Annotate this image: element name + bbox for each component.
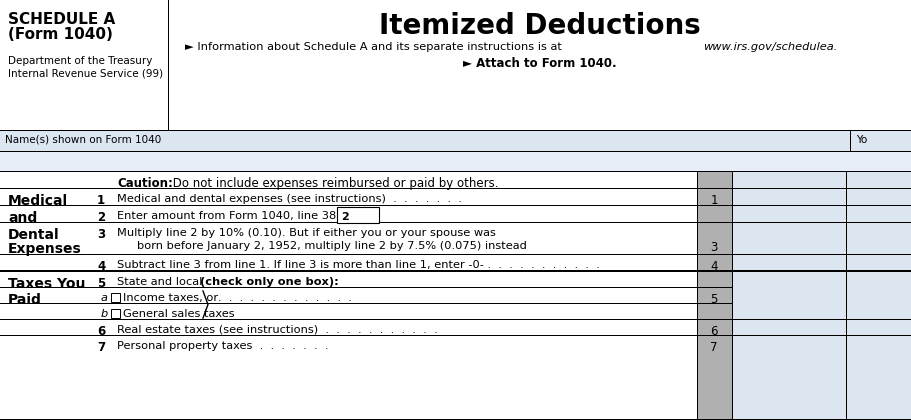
Text: Department of the Treasury: Department of the Treasury bbox=[8, 56, 152, 66]
Bar bbox=[111, 309, 120, 318]
Bar bbox=[0, 303, 732, 304]
Text: Dental: Dental bbox=[8, 228, 59, 242]
Text: www.irs.gov/schedulea.: www.irs.gov/schedulea. bbox=[702, 42, 836, 52]
Bar bbox=[0, 129, 911, 131]
Text: Yo: Yo bbox=[855, 135, 866, 145]
Text: Internal Revenue Service (99): Internal Revenue Service (99) bbox=[8, 68, 163, 78]
Text: (Form 1040): (Form 1040) bbox=[8, 27, 113, 42]
Text: Medical: Medical bbox=[8, 194, 68, 208]
Text: Personal property taxes  .  .  .  .  .  .  .: Personal property taxes . . . . . . . bbox=[117, 341, 328, 351]
Bar bbox=[0, 172, 696, 420]
Bar bbox=[337, 207, 379, 223]
Text: b: b bbox=[101, 309, 108, 319]
Text: (check only one box):: (check only one box): bbox=[200, 277, 338, 287]
Text: State and local: State and local bbox=[117, 277, 206, 287]
Text: Medical and dental expenses (see instructions)  .  .  .  .  .  .  .: Medical and dental expenses (see instruc… bbox=[117, 194, 462, 204]
Text: Caution:: Caution: bbox=[117, 177, 173, 190]
Text: .  .  .  .  .  .  .  .  .  .  .  .  .  .: . . . . . . . . . . . . . . bbox=[207, 293, 352, 303]
Text: Multiply line 2 by 10% (0.10). But if either you or your spouse was: Multiply line 2 by 10% (0.10). But if ei… bbox=[117, 228, 496, 238]
Bar bbox=[0, 0, 911, 130]
Text: 7: 7 bbox=[710, 341, 717, 354]
Bar bbox=[0, 287, 732, 288]
Bar bbox=[845, 172, 911, 420]
Text: 6: 6 bbox=[97, 325, 105, 338]
Bar bbox=[732, 172, 845, 420]
Text: 7: 7 bbox=[97, 341, 105, 354]
Text: and: and bbox=[8, 211, 37, 225]
Bar bbox=[168, 0, 169, 130]
Text: Paid: Paid bbox=[8, 293, 42, 307]
Text: 3: 3 bbox=[97, 228, 105, 241]
Bar bbox=[0, 171, 911, 172]
Text: Enter amount from Form 1040, line 38: Enter amount from Form 1040, line 38 bbox=[117, 211, 336, 221]
Bar bbox=[849, 130, 851, 152]
Bar bbox=[0, 419, 911, 420]
Text: born before January 2, 1952, multiply line 2 by 7.5% (0.075) instead: born before January 2, 1952, multiply li… bbox=[137, 241, 527, 251]
Text: 5: 5 bbox=[710, 293, 717, 306]
Bar bbox=[0, 270, 911, 272]
Text: 2: 2 bbox=[97, 211, 105, 224]
Text: 6: 6 bbox=[710, 325, 717, 338]
Bar bbox=[0, 335, 911, 336]
Text: 5: 5 bbox=[97, 277, 105, 290]
Text: General sales taxes: General sales taxes bbox=[123, 309, 234, 319]
Text: 1: 1 bbox=[97, 194, 105, 207]
Bar bbox=[0, 152, 911, 172]
Text: ► Attach to Form 1040.: ► Attach to Form 1040. bbox=[463, 57, 616, 70]
Text: 4: 4 bbox=[97, 260, 105, 273]
Bar bbox=[0, 254, 911, 255]
Bar bbox=[0, 130, 911, 152]
Text: Expenses: Expenses bbox=[8, 242, 82, 256]
Bar bbox=[845, 172, 846, 420]
Text: Do not include expenses reimbursed or paid by others.: Do not include expenses reimbursed or pa… bbox=[169, 177, 498, 190]
Text: Real estate taxes (see instructions)  .  .  .  .  .  .  .  .  .  .  .: Real estate taxes (see instructions) . .… bbox=[117, 325, 437, 335]
Bar bbox=[696, 172, 698, 420]
Bar bbox=[910, 172, 911, 420]
Text: 4: 4 bbox=[710, 260, 717, 273]
Text: Taxes You: Taxes You bbox=[8, 277, 86, 291]
Bar bbox=[0, 205, 911, 206]
Text: 1: 1 bbox=[710, 194, 717, 207]
Text: Subtract line 3 from line 1. If line 3 is more than line 1, enter -0- .  .  .  .: Subtract line 3 from line 1. If line 3 i… bbox=[117, 260, 599, 270]
Text: 3: 3 bbox=[710, 241, 717, 254]
Bar bbox=[0, 222, 911, 223]
Text: ► Information about Schedule A and its separate instructions is at: ► Information about Schedule A and its s… bbox=[185, 42, 565, 52]
Bar bbox=[0, 150, 911, 152]
Bar bbox=[0, 188, 911, 189]
Text: Itemized Deductions: Itemized Deductions bbox=[379, 12, 701, 40]
Bar bbox=[111, 293, 120, 302]
Text: Name(s) shown on Form 1040: Name(s) shown on Form 1040 bbox=[5, 135, 161, 145]
Bar bbox=[0, 319, 911, 320]
Text: a: a bbox=[101, 293, 107, 303]
Text: 2: 2 bbox=[341, 212, 348, 222]
Text: SCHEDULE A: SCHEDULE A bbox=[8, 12, 115, 27]
Text: Income taxes, or: Income taxes, or bbox=[123, 293, 218, 303]
Bar bbox=[696, 172, 732, 420]
